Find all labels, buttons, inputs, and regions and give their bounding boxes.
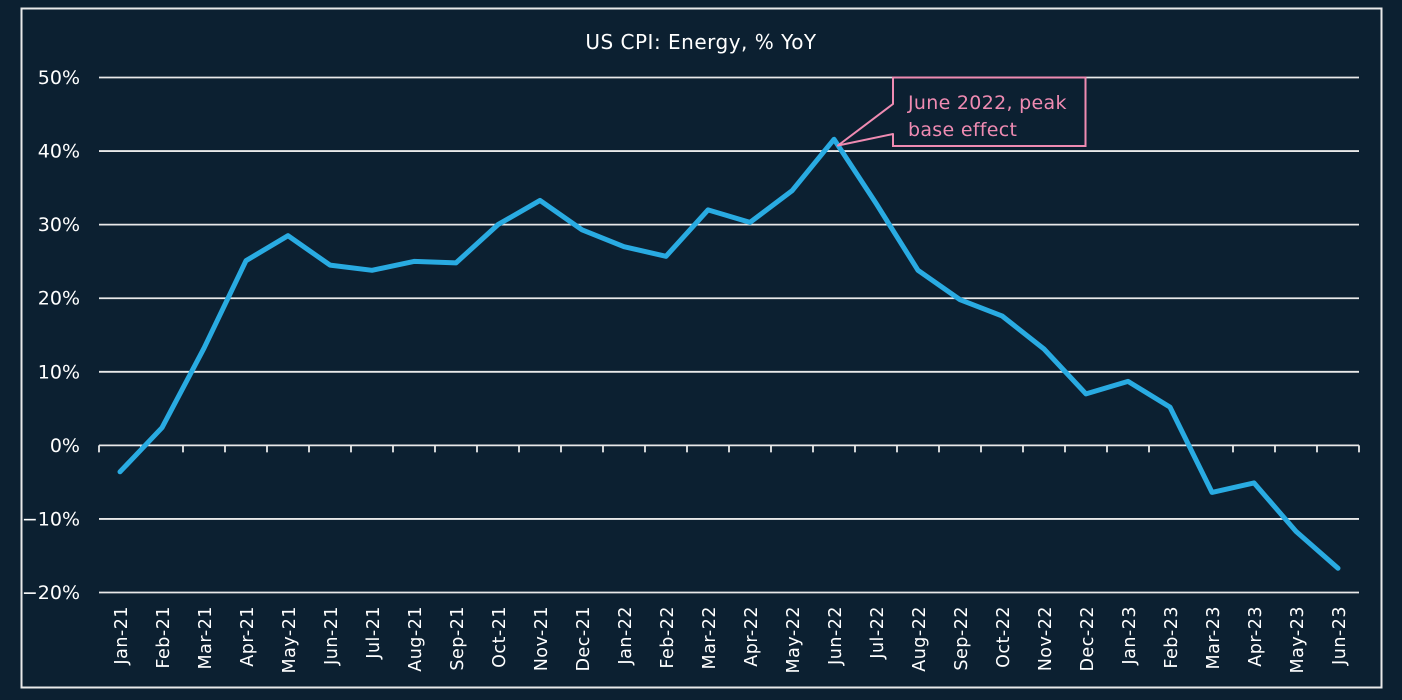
series-line-group bbox=[117, 136, 1341, 571]
x-axis-label: Feb-23 bbox=[1162, 606, 1182, 669]
annotation-text-line2: base effect bbox=[908, 119, 1017, 141]
x-axis-label: Jun-21 bbox=[322, 606, 342, 666]
y-axis-label: 40% bbox=[38, 141, 80, 163]
annotation-callout-pointer bbox=[837, 103, 894, 147]
x-axis-label: Nov-21 bbox=[532, 606, 552, 671]
y-axis-label: −20% bbox=[22, 582, 80, 604]
x-axis-label: Jul-22 bbox=[868, 606, 888, 660]
annotation-callout: June 2022, peak base effect bbox=[837, 76, 1087, 147]
x-axis-label: Jan-21 bbox=[112, 606, 132, 666]
x-axis-label: Mar-23 bbox=[1204, 606, 1224, 669]
annotation-text-line1: June 2022, peak bbox=[907, 92, 1067, 114]
x-axis-label: Jun-23 bbox=[1330, 606, 1350, 666]
x-axis-label: Feb-22 bbox=[658, 606, 678, 669]
x-axis-label: Oct-22 bbox=[994, 606, 1014, 668]
x-axis-label: Mar-22 bbox=[700, 606, 720, 669]
y-axis-label: 30% bbox=[38, 214, 80, 236]
chart-border bbox=[20, 7, 1383, 689]
gridlines-group bbox=[99, 76, 1359, 594]
y-axis-labels-group: 50% 40% 30% 20% 10% 0% −10% −20% bbox=[22, 67, 80, 604]
x-axis-label: Aug-21 bbox=[406, 606, 426, 672]
x-axis-label: Aug-22 bbox=[910, 606, 930, 672]
x-axis-label: Dec-22 bbox=[1078, 606, 1098, 671]
y-axis-label: 10% bbox=[38, 361, 80, 383]
x-axis-ticks-group bbox=[98, 445, 1360, 453]
x-axis-label: Apr-21 bbox=[238, 606, 258, 667]
x-axis-label: Mar-21 bbox=[196, 606, 216, 669]
y-axis-label: −10% bbox=[22, 508, 80, 530]
x-axis-label: Jun-22 bbox=[826, 606, 846, 666]
x-axis-label: May-21 bbox=[280, 606, 300, 673]
y-axis-label: 0% bbox=[50, 435, 80, 457]
chart-title: US CPI: Energy, % YoY bbox=[585, 30, 817, 54]
x-axis-label: Dec-21 bbox=[574, 606, 594, 671]
x-axis-label: Jan-22 bbox=[616, 606, 636, 666]
cpi-energy-line bbox=[117, 136, 1341, 571]
annotation-box bbox=[892, 76, 1087, 147]
x-axis-label: Feb-21 bbox=[154, 606, 174, 669]
x-axis-label: Jul-21 bbox=[364, 606, 384, 660]
x-axis-label: May-22 bbox=[784, 606, 804, 673]
x-axis-labels-group: Jan-21 Feb-21 Mar-21 Apr-21 May-21 Jun-21 Jul-… bbox=[112, 606, 1350, 673]
x-axis-label: Sep-21 bbox=[448, 606, 468, 671]
y-axis-label: 50% bbox=[38, 67, 80, 89]
x-axis-label: Jan-23 bbox=[1120, 606, 1140, 666]
x-axis-label: May-23 bbox=[1288, 606, 1308, 673]
x-axis-label: Nov-22 bbox=[1036, 606, 1056, 671]
x-axis-label: Apr-22 bbox=[742, 606, 762, 667]
x-axis-label: Sep-22 bbox=[952, 606, 972, 671]
y-axis-label: 20% bbox=[38, 288, 80, 310]
x-axis-label: Apr-23 bbox=[1246, 606, 1266, 667]
x-axis-label: Oct-21 bbox=[490, 606, 510, 668]
